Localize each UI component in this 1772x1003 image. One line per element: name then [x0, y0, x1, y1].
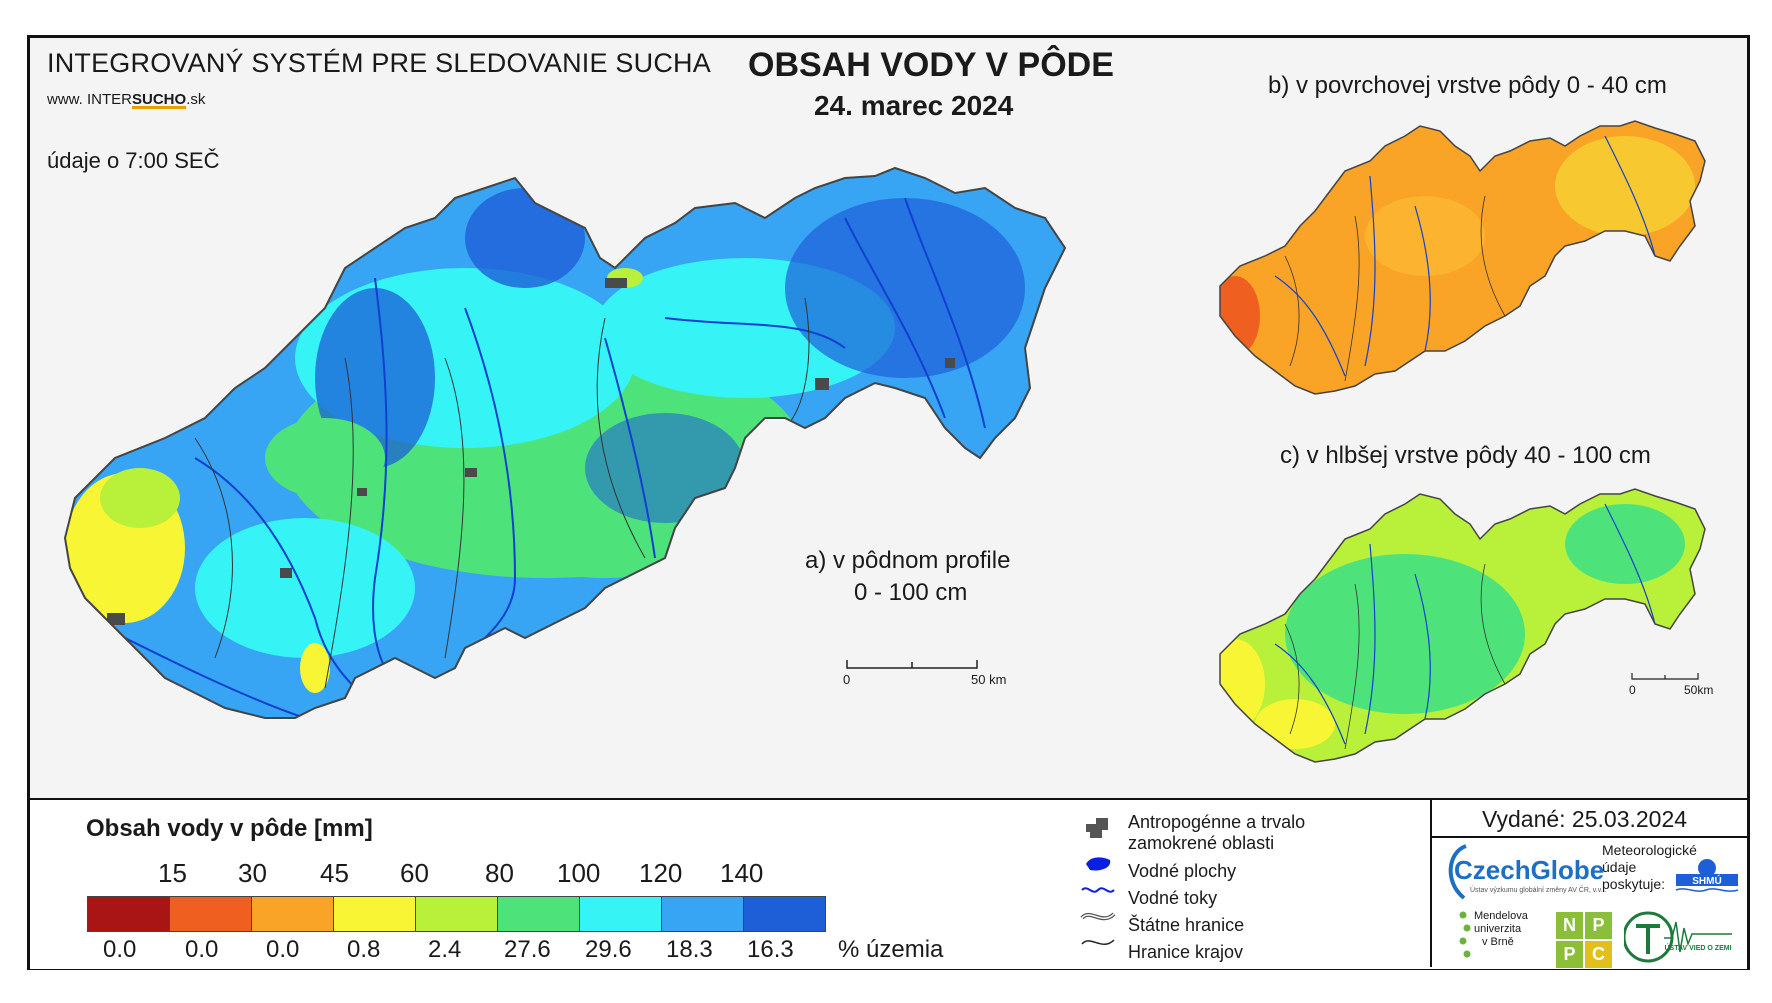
nppc-letter: C — [1585, 941, 1612, 968]
region-border-icon — [1081, 939, 1115, 946]
nppc-logo: N P P C — [1556, 912, 1612, 968]
class-percent: 29.6 — [585, 936, 632, 963]
shmu-logo-icon: SHMÚ — [1675, 859, 1739, 892]
shmu-logo-text: SHMÚ — [1692, 874, 1721, 887]
mendel-line3: v Brně — [1482, 936, 1514, 948]
main-title: OBSAH VODY V PÔDE — [748, 46, 1114, 84]
map-area: INTEGROVANÝ SYSTÉM PRE SLEDOVANIE SUCHA … — [30, 38, 1747, 798]
panel-b-title: b) v povrchovej vrstve pôdy 0 - 40 cm — [1268, 72, 1667, 99]
urban-area-icon — [1086, 818, 1108, 838]
symbol-urban-label-line2: zamokrené oblasti — [1128, 833, 1275, 853]
mendel-line1: Mendelova — [1474, 910, 1528, 922]
issued-date: Vydané: 25.03.2024 — [1482, 806, 1688, 832]
panel-c-title: c) v hlbšej vrstve pôdy 40 - 100 cm — [1280, 442, 1651, 469]
threshold-label: 100 — [557, 858, 601, 888]
met-text-line3: poskytuje: — [1602, 876, 1666, 892]
czechglobe-subtitle: Ústav výzkumu globální změny AV ČR, v.v.… — [1470, 887, 1607, 894]
river-icon — [1081, 887, 1115, 893]
scalebar-small-end: 50km — [1684, 683, 1714, 697]
surface-layer-map — [1219, 120, 1706, 395]
class-percent: 0.8 — [347, 936, 381, 963]
website-link[interactable]: www. INTERSUCHO.sk — [47, 91, 205, 108]
nppc-letter: P — [1585, 912, 1612, 939]
mendel-dots-icon — [1459, 911, 1471, 958]
color-class-swatch — [416, 897, 498, 931]
nppc-letter: P — [1556, 941, 1583, 968]
scalebar-small-start: 0 — [1629, 683, 1636, 697]
web-suffix: .sk — [186, 91, 206, 108]
scalebar-main-end: 50 km — [971, 672, 1007, 687]
symbol-rivers-label: Vodné toky — [1128, 888, 1218, 908]
threshold-label: 120 — [639, 858, 683, 888]
class-percent: 2.4 — [428, 936, 462, 963]
symbol-state-border-label: Štátne hranice — [1128, 915, 1245, 935]
legend-area: Obsah vody v pôde [mm] 15 30 45 60 80 10… — [30, 798, 1749, 969]
symbol-region-border-label: Hranice krajov — [1128, 942, 1244, 962]
color-class-swatch — [170, 897, 252, 931]
color-class-swatch — [252, 897, 334, 931]
class-percent: 16.3 — [747, 936, 794, 963]
issued-and-logos-panel: Vydané: 25.03.2024 CzechGlobe Ústav výzk… — [1430, 800, 1749, 968]
met-text-line1: Meteorologické — [1602, 842, 1697, 858]
legend-title: Obsah vody v pôde [mm] — [86, 815, 373, 842]
threshold-label: 30 — [238, 858, 267, 888]
deep-layer-map — [1219, 488, 1706, 763]
state-border-a — [63, 166, 1067, 719]
symbol-urban-label-line1: Antropogénne a trvalo — [1128, 812, 1306, 832]
web-brand: SUCHO — [132, 91, 187, 108]
symbol-water-bodies-label: Vodné plochy — [1128, 861, 1237, 881]
map-date: 24. marec 2024 — [814, 90, 1014, 121]
system-title: INTEGROVANÝ SYSTÉM PRE SLEDOVANIE SUCHA — [47, 48, 711, 78]
czechglobe-arc-icon — [1448, 844, 1467, 900]
map-frame: INTEGROVANÝ SYSTÉM PRE SLEDOVANIE SUCHA … — [27, 35, 1750, 970]
scalebar-small — [1631, 673, 1699, 680]
mendel-line2: univerzita — [1474, 923, 1522, 935]
scalebar-main-start: 0 — [843, 672, 851, 687]
issued-divider — [1432, 836, 1749, 838]
water-body-icon — [1086, 857, 1111, 871]
threshold-label: 140 — [720, 858, 764, 888]
percent-unit-label: % územia — [838, 936, 944, 963]
threshold-label: 15 — [158, 858, 187, 888]
color-class-swatch — [744, 897, 825, 931]
nppc-letter: N — [1556, 912, 1583, 939]
state-border-c — [1219, 488, 1706, 763]
main-soil-moisture-map — [63, 166, 1067, 719]
uvz-logo-text: ÚSTAV VIED O ZEMI — [1664, 943, 1731, 952]
state-border-b — [1219, 120, 1706, 395]
threshold-label: 60 — [400, 858, 429, 888]
class-percent: 0.0 — [185, 936, 219, 963]
class-percent: 27.6 — [504, 936, 551, 963]
class-percent: 18.3 — [666, 936, 713, 963]
color-class-swatch — [662, 897, 744, 931]
panel-a-title-line2: 0 - 100 cm — [854, 579, 968, 606]
color-scale-bar — [87, 896, 826, 932]
czechglobe-logo: CzechGlobe — [1454, 855, 1605, 885]
color-class-swatch — [580, 897, 662, 931]
panel-a-title-line1: a) v pôdnom profile — [805, 547, 1011, 574]
class-percent: 0.0 — [103, 936, 137, 963]
class-percent: 0.0 — [266, 936, 300, 963]
scalebar-main — [846, 660, 978, 669]
uvz-logo-icon: ÚSTAV VIED O ZEMI — [1624, 911, 1732, 963]
met-text-line2: údaje — [1602, 859, 1637, 875]
symbol-legend-icons — [1080, 818, 1116, 946]
threshold-label: 45 — [320, 858, 349, 888]
time-note: údaje o 7:00 SEČ — [47, 148, 220, 173]
threshold-label: 80 — [485, 858, 514, 888]
web-prefix: www. INTER — [47, 91, 133, 108]
color-class-swatch — [334, 897, 416, 931]
color-class-swatch — [88, 897, 170, 931]
color-class-swatch — [498, 897, 580, 931]
